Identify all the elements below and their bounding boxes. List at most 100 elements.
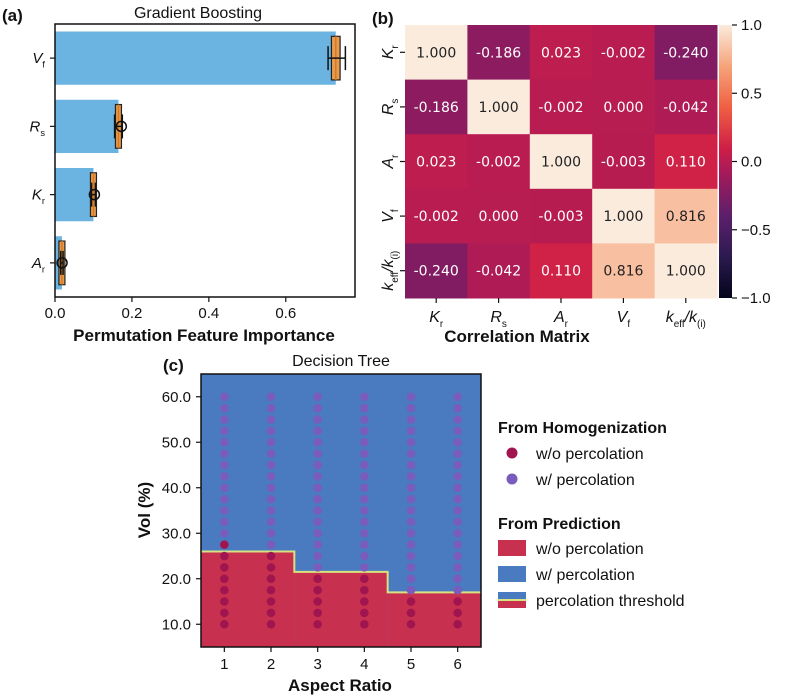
point-w-percolation [313, 403, 322, 413]
point-w-percolation [360, 517, 369, 527]
point-wo-percolation [406, 597, 416, 606]
point-w-percolation [313, 392, 322, 402]
heatmap-value: 0.023 [416, 155, 456, 171]
point-wo-percolation [360, 608, 369, 618]
point-w-percolation [406, 460, 416, 470]
heatmap-cell [467, 25, 531, 81]
row-label: Vf [380, 209, 401, 223]
heatmap-cell [592, 25, 656, 81]
point-w-percolation [266, 494, 276, 504]
point-w-percolation [313, 551, 322, 561]
x-tick-label: 6 [453, 656, 461, 673]
x-tick-label: 5 [407, 656, 415, 673]
heatmap-value: -0.002 [476, 155, 521, 171]
colorbar-tick-label: 0.0 [741, 154, 762, 171]
importance-bar [55, 168, 94, 222]
point-w-percolation [313, 506, 322, 515]
point-w-percolation [453, 426, 462, 436]
chart-c-xlabel: Aspect Ratio [288, 676, 392, 695]
point-wo-percolation [266, 608, 276, 618]
point-w-percolation [406, 426, 416, 436]
legend-homog-wo-label: w/o percolation [535, 446, 644, 463]
heatmap-cell [654, 134, 718, 190]
point-w-percolation [406, 415, 416, 424]
chart-a-frame [54, 23, 356, 298]
point-wo-percolation [266, 563, 276, 572]
point-w-percolation [313, 483, 322, 493]
heatmap-cell [654, 79, 718, 135]
heatmap-value: 1.000 [603, 209, 643, 225]
point-w-percolation [266, 403, 276, 413]
point-w-percolation [313, 517, 322, 527]
chart-a-title: Gradient Boosting [134, 5, 262, 22]
region-wo-percolation [201, 551, 295, 647]
point-w-percolation [313, 494, 322, 504]
heatmap-cell [467, 243, 531, 299]
heatmap-cell [467, 134, 531, 190]
point-w-percolation [266, 540, 276, 549]
x-tick-label: 1 [220, 656, 228, 673]
point-w-percolation [220, 528, 229, 538]
point-w-percolation [266, 528, 276, 538]
point-w-percolation [360, 528, 369, 538]
point-w-percolation [360, 437, 369, 447]
point-wo-percolation [406, 619, 416, 629]
colorbar-tick-label: 0.5 [741, 85, 762, 102]
heatmap-value: 0.023 [541, 45, 581, 61]
point-wo-percolation [220, 563, 229, 572]
heatmap-value: 0.000 [603, 100, 643, 116]
point-w-percolation [406, 472, 416, 481]
heatmap-cell [592, 243, 656, 299]
region-wo-percolation [294, 571, 388, 647]
point-w-percolation [453, 472, 462, 481]
chart-c-frame [200, 373, 482, 648]
heatmap-value: 0.000 [479, 209, 519, 225]
point-wo-percolation [266, 574, 276, 584]
threshold-line [201, 550, 481, 594]
point-w-percolation [220, 517, 229, 527]
point-wo-percolation [220, 608, 229, 618]
point-w-percolation [406, 483, 416, 493]
point-w-percolation [406, 528, 416, 538]
point-w-percolation [360, 563, 369, 572]
point-w-percolation [406, 540, 416, 549]
chart-c-title: Decision Tree [292, 353, 390, 370]
heatmap-cell [529, 25, 593, 81]
point-w-percolation [406, 403, 416, 413]
point-w-percolation [266, 449, 276, 458]
point-w-percolation [360, 472, 369, 481]
point-w-percolation [360, 403, 369, 413]
legend-threshold-swatch-bottom [498, 600, 526, 608]
y-tick-label: 20.0 [162, 571, 191, 588]
point-wo-percolation [266, 551, 276, 561]
point-w-percolation [406, 392, 416, 402]
point-w-percolation [453, 528, 462, 538]
legend-w-region-swatch [498, 566, 526, 582]
point-wo-percolation [406, 608, 416, 618]
heatmap-cell [592, 188, 656, 244]
heatmap-cell [405, 79, 468, 135]
panel-a-label: (a) [2, 6, 23, 25]
point-w-percolation [220, 437, 229, 447]
heatmap-cell [529, 79, 593, 135]
panel-b-label: (b) [372, 9, 394, 28]
row-label: Ar [380, 154, 401, 170]
chart-b-xlabel: Correlation Matrix [444, 327, 590, 346]
colorbar-tick-label: −0.5 [741, 222, 771, 239]
colorbar [719, 25, 732, 298]
legend-pred-title: From Prediction [498, 516, 621, 533]
point-w-percolation [220, 472, 229, 481]
point-w-percolation [453, 437, 462, 447]
importance-bar [55, 31, 336, 85]
point-w-percolation [266, 517, 276, 527]
point-w-percolation [360, 551, 369, 561]
point-wo-percolation [313, 608, 322, 618]
heatmap-cell [529, 188, 593, 244]
point-wo-percolation [220, 551, 229, 561]
heatmap-value: -0.002 [601, 45, 646, 61]
point-w-percolation [266, 506, 276, 515]
heatmap-value: 0.110 [666, 155, 706, 171]
point-wo-percolation [220, 574, 229, 584]
point-w-percolation [220, 460, 229, 470]
point-w-percolation [453, 585, 462, 595]
